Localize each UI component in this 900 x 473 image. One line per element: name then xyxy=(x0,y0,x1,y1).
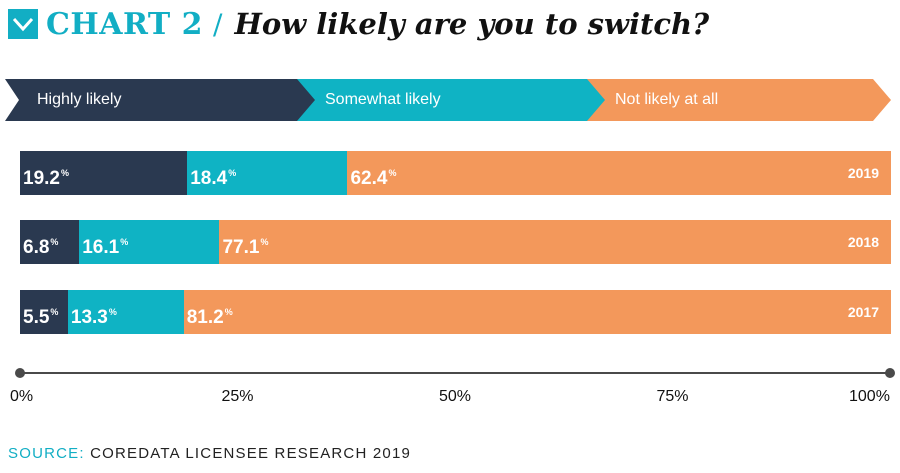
x-tick-label: 0% xyxy=(10,388,34,405)
data-label: 81.2% xyxy=(186,307,233,328)
bar-segment xyxy=(67,290,185,334)
data-label: 16.1% xyxy=(82,237,129,258)
category-label: 2017 xyxy=(847,304,879,320)
bar-segment xyxy=(347,151,891,195)
bar-row-2019: 19.2% 18.4% 62.4% 2019 xyxy=(20,151,891,195)
source-label: SOURCE: xyxy=(8,445,85,462)
bar-segment xyxy=(187,151,348,195)
source-text: COREDATA LICENSEE RESEARCH 2019 xyxy=(90,445,412,462)
x-tick-label: 75% xyxy=(656,388,689,405)
x-tick-label: 100% xyxy=(849,388,890,405)
x-axis-line xyxy=(20,372,890,374)
bar-segment xyxy=(20,290,69,334)
category-label: 2019 xyxy=(847,165,879,181)
data-label: 5.5% xyxy=(23,307,59,328)
bar-segment xyxy=(20,220,80,264)
data-label: 6.8% xyxy=(23,237,59,258)
source-note: SOURCE: COREDATA LICENSEE RESEARCH 2019 xyxy=(8,445,411,462)
bar-segment xyxy=(183,290,891,334)
chart-number: CHART 2 xyxy=(46,6,204,42)
category-label: 2018 xyxy=(847,234,879,250)
legend-label-2: Somewhat likely xyxy=(325,91,441,108)
data-label: 19.2% xyxy=(23,168,69,189)
data-label: 13.3% xyxy=(70,307,117,328)
chart-header: CHART 2 / How likely are you to switch? xyxy=(8,4,709,44)
bar-row-2018: 6.8% 16.1% 77.1% 2018 xyxy=(20,220,891,264)
x-axis-end-dot xyxy=(885,368,895,378)
legend-label-1: Highly likely xyxy=(37,91,122,108)
chart-title: How likely are you to switch? xyxy=(234,7,710,41)
data-label: 62.4% xyxy=(350,168,397,189)
legend-arrow-3 xyxy=(585,79,891,121)
legend-label-3: Not likely at all xyxy=(615,91,719,108)
legend: Highly likely Somewhat likely Not likely a… xyxy=(5,79,891,121)
legend-arrow-1 xyxy=(5,79,315,121)
bar-row-2017: 5.5% 13.3% 81.2% 2017 xyxy=(20,290,891,334)
check-chevron-icon xyxy=(8,9,38,39)
data-label: 18.4% xyxy=(190,168,237,189)
legend-arrow-2 xyxy=(295,79,605,121)
legend-arrows xyxy=(5,79,891,121)
bar-segment xyxy=(219,220,891,264)
x-tick-label: 50% xyxy=(439,388,472,405)
bar-segment xyxy=(20,151,188,195)
data-label: 77.1% xyxy=(222,237,269,258)
title-separator: / xyxy=(213,7,223,41)
x-axis-start-dot xyxy=(15,368,25,378)
x-tick-label: 25% xyxy=(221,388,254,405)
bar-segment xyxy=(79,220,220,264)
